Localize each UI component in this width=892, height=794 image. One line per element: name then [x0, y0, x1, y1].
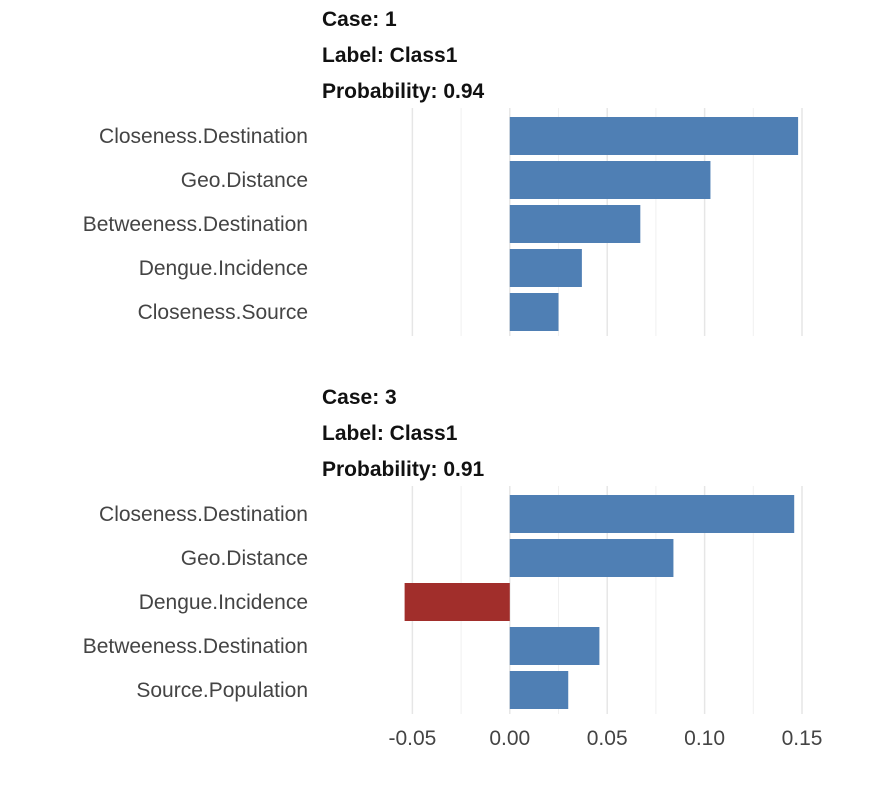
panel-case-1: Case: 1 Label: Class1 Probability: 0.94 … [83, 8, 803, 336]
feature-label: Betweeness.Destination [83, 213, 308, 236]
case-title: Case: 3 [322, 386, 397, 409]
feature-label: Betweeness.Destination [83, 635, 308, 658]
x-tick-label: 0.05 [587, 727, 628, 750]
bar [509, 627, 600, 665]
bar [509, 293, 559, 331]
bar [509, 495, 795, 533]
x-tick-label: -0.05 [388, 727, 436, 750]
bar [509, 539, 674, 577]
bars [404, 495, 795, 709]
feature-label: Geo.Distance [181, 169, 308, 192]
feature-label: Closeness.Destination [99, 125, 308, 148]
x-tick-label: 0.00 [489, 727, 530, 750]
feature-label: Closeness.Source [138, 301, 308, 324]
feature-label: Dengue.Incidence [139, 257, 308, 280]
bar [509, 249, 582, 287]
feature-label: Closeness.Destination [99, 503, 308, 526]
feature-label: Source.Population [136, 679, 308, 702]
feature-labels: Closeness.Destination Geo.Distance Between… [83, 125, 308, 324]
case-title: Case: 1 [322, 8, 397, 31]
bar [404, 583, 510, 621]
probability-title: Probability: 0.91 [322, 458, 485, 481]
bar [509, 117, 799, 155]
bar [509, 205, 641, 243]
feature-label: Geo.Distance [181, 547, 308, 570]
bar [509, 671, 569, 709]
bar [509, 161, 711, 199]
feature-label: Dengue.Incidence [139, 591, 308, 614]
label-title: Label: Class1 [322, 44, 458, 67]
bars [509, 117, 799, 331]
x-axis: -0.05 0.00 0.05 0.10 0.15 [388, 727, 822, 750]
x-tick-label: 0.15 [782, 727, 823, 750]
panel-case-3: Case: 3 Label: Class1 Probability: 0.91 … [83, 386, 803, 714]
feature-labels: Closeness.Destination Geo.Distance Dengue.… [83, 503, 308, 702]
probability-title: Probability: 0.94 [322, 80, 485, 103]
label-title: Label: Class1 [322, 422, 458, 445]
x-tick-label: 0.10 [684, 727, 725, 750]
